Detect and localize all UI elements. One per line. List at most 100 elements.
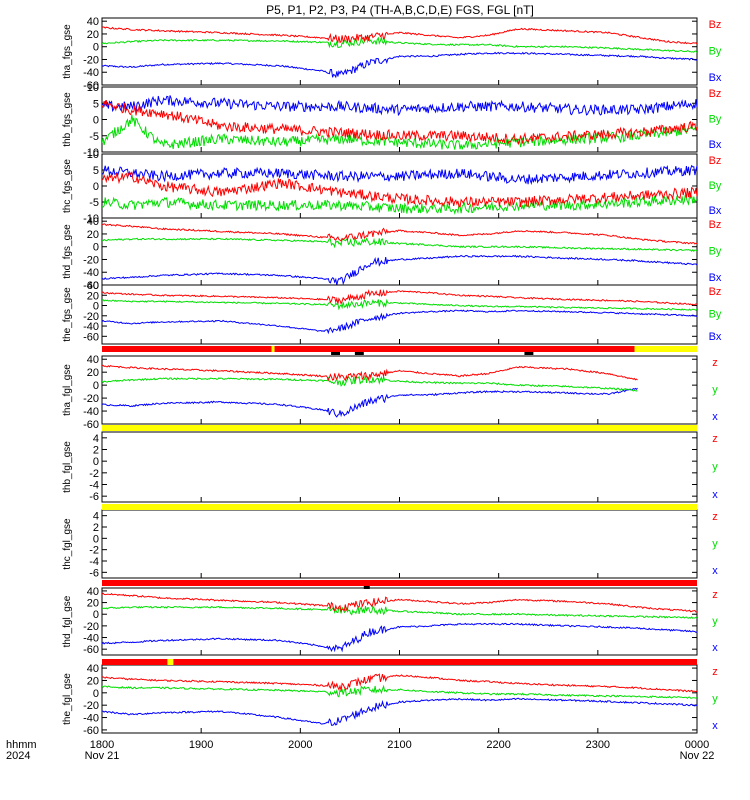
legend-z: z <box>712 433 718 445</box>
status-mark <box>524 352 534 355</box>
panel-frame <box>101 355 698 425</box>
y-tick-label: -40 <box>83 713 99 725</box>
status-segment <box>102 504 697 510</box>
y-tick-label: -60 <box>83 331 99 343</box>
series-z <box>102 99 697 146</box>
status-segment <box>173 659 697 665</box>
y-tick-label: -20 <box>83 393 99 405</box>
y-tick-label: 0 <box>93 115 99 127</box>
legend-bx: Bx <box>709 139 722 151</box>
legend-bx: Bx <box>709 205 722 217</box>
y-tick-label: -40 <box>83 321 99 333</box>
y-tick-label: -5 <box>89 131 99 143</box>
y-tick-label: -20 <box>83 254 99 266</box>
y-tick-label: 0 <box>93 301 99 313</box>
panel-frame <box>101 431 698 503</box>
y-tick-label: -60 <box>83 725 99 737</box>
status-mark <box>363 586 370 589</box>
panel-group: tha_fgs_gse40200-20-40-60BzByBxthb_fgs_g… <box>62 16 722 737</box>
y-tick-label: 5 <box>93 98 99 110</box>
x-tick-label: 2100 <box>387 739 411 751</box>
series-z <box>102 673 697 693</box>
status-segment <box>102 659 168 665</box>
series-x <box>102 387 638 418</box>
y-tick-label: 0 <box>93 609 99 621</box>
y-tick-label: -60 <box>83 80 99 92</box>
status-segment <box>102 425 697 431</box>
legend-z: z <box>712 589 718 601</box>
y-axis-label: thd_fgs_gse <box>62 224 73 279</box>
series-y <box>102 684 697 700</box>
chart-title: P5, P1, P2, P3, P4 (TH-A,B,C,D,E) FGS, F… <box>266 3 534 17</box>
y-tick-label: 2 <box>93 522 99 534</box>
legend-bz: Bz <box>709 219 722 231</box>
legend-y: y <box>712 384 718 396</box>
y-tick-label: 20 <box>87 598 99 610</box>
series-z <box>102 364 638 382</box>
y-tick-label: 0 <box>93 456 99 468</box>
y-axis-label: tha_fgl_gse <box>62 364 73 416</box>
series-x <box>102 697 697 726</box>
y-tick-label: 20 <box>87 290 99 302</box>
y-tick-label: -20 <box>83 621 99 633</box>
panel-thb-fgs-gse: thb_fgs_gse 10 5 0 -5 -10 Bz By Bx <box>62 82 722 159</box>
year-label: 2024 <box>6 750 30 762</box>
y-axis-label: thd_fgl_gse <box>62 595 73 647</box>
legend-bx: Bx <box>709 272 722 284</box>
y-tick-label: 4 <box>93 511 99 523</box>
y-tick-label: 20 <box>87 229 99 241</box>
legend-z: z <box>712 511 718 523</box>
legend-x: x <box>712 411 718 423</box>
legend-y: y <box>712 538 718 550</box>
y-tick-label: 20 <box>87 29 99 41</box>
x-date-label: Nov 22 <box>680 750 715 762</box>
x-date-label: Nov 21 <box>85 750 120 762</box>
legend-x: x <box>712 720 718 732</box>
series-x <box>102 309 697 335</box>
panel-thc-fgs-gse: thc_fgs_gse 10 5 0 -5 -10 Bz By Bx <box>62 149 722 225</box>
status-bar <box>102 504 697 510</box>
x-tick-label: 1900 <box>189 739 213 751</box>
legend-x: x <box>712 489 718 501</box>
x-tick-label: 2200 <box>486 739 510 751</box>
panel-frame <box>101 509 698 579</box>
series-z <box>102 223 697 245</box>
series-y <box>102 298 697 311</box>
status-bar <box>102 659 697 665</box>
y-tick-label: -60 <box>83 419 99 431</box>
y-tick-label: -10 <box>83 213 99 225</box>
panel-frame <box>101 587 698 656</box>
y-axis-label: the_fgs_gse <box>62 287 73 342</box>
y-tick-label: 0 <box>93 688 99 700</box>
legend-y: y <box>712 693 718 705</box>
status-segment <box>102 346 272 352</box>
time-label: hhmm <box>6 739 37 751</box>
y-tick-label: -40 <box>83 633 99 645</box>
series-x <box>102 622 697 653</box>
legend-bz: Bz <box>709 155 722 167</box>
legend-by: By <box>709 46 722 58</box>
status-bar <box>102 580 697 589</box>
y-tick-label: 40 <box>87 663 99 675</box>
series-z <box>102 289 697 306</box>
legend-by: By <box>709 309 722 321</box>
status-bar <box>102 346 697 355</box>
legend-bx: Bx <box>709 331 722 343</box>
panel-thb-fgl-gse: thb_fgl_gse 420-2-4-6 z y x <box>62 431 718 503</box>
status-segment <box>102 580 697 586</box>
y-tick-label: 40 <box>87 216 99 228</box>
y-axis-label: tha_fgs_gse <box>62 24 73 79</box>
series-y <box>102 605 697 619</box>
y-tick-label: -40 <box>83 406 99 418</box>
y-tick-label: 0 <box>93 42 99 54</box>
y-tick-label: -10 <box>83 147 99 159</box>
series-y <box>102 194 697 215</box>
y-axis-label: the_fgl_gse <box>62 673 73 725</box>
legend-bz: Bz <box>709 19 722 31</box>
